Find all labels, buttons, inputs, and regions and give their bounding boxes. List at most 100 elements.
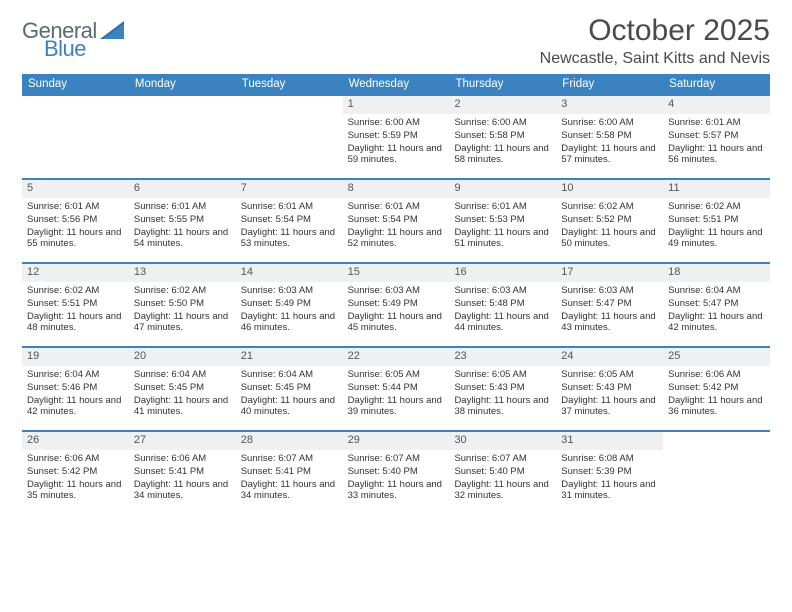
sunrise-line: Sunrise: 6:02 AM xyxy=(561,201,658,213)
daylight-line: Daylight: 11 hours and 49 minutes. xyxy=(668,227,765,251)
daylight-line: Daylight: 11 hours and 50 minutes. xyxy=(561,227,658,251)
sunset-line: Sunset: 5:45 PM xyxy=(241,382,338,394)
day-cell: 19Sunrise: 6:04 AMSunset: 5:46 PMDayligh… xyxy=(22,348,129,430)
weeks-container: 1Sunrise: 6:00 AMSunset: 5:59 PMDaylight… xyxy=(22,94,770,514)
day-cell: 21Sunrise: 6:04 AMSunset: 5:45 PMDayligh… xyxy=(236,348,343,430)
daylight-line: Daylight: 11 hours and 52 minutes. xyxy=(348,227,445,251)
sunset-line: Sunset: 5:47 PM xyxy=(668,298,765,310)
day-body: Sunrise: 6:06 AMSunset: 5:42 PMDaylight:… xyxy=(663,366,770,424)
sunrise-line: Sunrise: 6:07 AM xyxy=(454,453,551,465)
day-body: Sunrise: 6:02 AMSunset: 5:51 PMDaylight:… xyxy=(22,282,129,340)
day-cell: 1Sunrise: 6:00 AMSunset: 5:59 PMDaylight… xyxy=(343,96,450,178)
daylight-line: Daylight: 11 hours and 57 minutes. xyxy=(561,143,658,167)
day-cell: 18Sunrise: 6:04 AMSunset: 5:47 PMDayligh… xyxy=(663,264,770,346)
daylight-line: Daylight: 11 hours and 45 minutes. xyxy=(348,311,445,335)
day-number: 21 xyxy=(236,348,343,366)
day-cell: 10Sunrise: 6:02 AMSunset: 5:52 PMDayligh… xyxy=(556,180,663,262)
dow-cell: Sunday xyxy=(22,74,129,94)
day-cell: 11Sunrise: 6:02 AMSunset: 5:51 PMDayligh… xyxy=(663,180,770,262)
daylight-line: Daylight: 11 hours and 36 minutes. xyxy=(668,395,765,419)
title-block: October 2025 Newcastle, Saint Kitts and … xyxy=(540,14,770,68)
day-cell: 15Sunrise: 6:03 AMSunset: 5:49 PMDayligh… xyxy=(343,264,450,346)
day-body: Sunrise: 6:01 AMSunset: 5:54 PMDaylight:… xyxy=(343,198,450,256)
day-cell: 30Sunrise: 6:07 AMSunset: 5:40 PMDayligh… xyxy=(449,432,556,514)
day-number: 15 xyxy=(343,264,450,282)
day-number: 6 xyxy=(129,180,236,198)
day-body: Sunrise: 6:05 AMSunset: 5:43 PMDaylight:… xyxy=(556,366,663,424)
sunrise-line: Sunrise: 6:02 AM xyxy=(27,285,124,297)
day-cell xyxy=(663,432,770,514)
daylight-line: Daylight: 11 hours and 33 minutes. xyxy=(348,479,445,503)
day-cell: 22Sunrise: 6:05 AMSunset: 5:44 PMDayligh… xyxy=(343,348,450,430)
calendar: SundayMondayTuesdayWednesdayThursdayFrid… xyxy=(22,74,770,514)
sunset-line: Sunset: 5:39 PM xyxy=(561,466,658,478)
sunset-line: Sunset: 5:54 PM xyxy=(348,214,445,226)
sunset-line: Sunset: 5:41 PM xyxy=(134,466,231,478)
day-cell: 12Sunrise: 6:02 AMSunset: 5:51 PMDayligh… xyxy=(22,264,129,346)
daylight-line: Daylight: 11 hours and 35 minutes. xyxy=(27,479,124,503)
day-cell: 3 Sunrise: 6:00 AMSunset: 5:58 PMDaylight… xyxy=(556,96,663,178)
sunset-line: Sunset: 5:46 PM xyxy=(27,382,124,394)
sunrise-line: Sunrise: 6:01 AM xyxy=(241,201,338,213)
day-number: 11 xyxy=(663,180,770,198)
daylight-line: Daylight: 11 hours and 42 minutes. xyxy=(27,395,124,419)
day-number: 8 xyxy=(343,180,450,198)
daylight-line: Daylight: 11 hours and 53 minutes. xyxy=(241,227,338,251)
day-cell: 24Sunrise: 6:05 AMSunset: 5:43 PMDayligh… xyxy=(556,348,663,430)
day-cell: 7Sunrise: 6:01 AMSunset: 5:54 PMDaylight… xyxy=(236,180,343,262)
sunrise-line: Sunrise: 6:03 AM xyxy=(561,285,658,297)
sunset-line: Sunset: 5:42 PM xyxy=(668,382,765,394)
sunrise-line: Sunrise: 6:01 AM xyxy=(348,201,445,213)
sunset-line: Sunset: 5:51 PM xyxy=(27,298,124,310)
day-cell: 13Sunrise: 6:02 AMSunset: 5:50 PMDayligh… xyxy=(129,264,236,346)
daylight-line: Daylight: 11 hours and 59 minutes. xyxy=(348,143,445,167)
empty-day xyxy=(22,96,129,112)
sunset-line: Sunset: 5:44 PM xyxy=(348,382,445,394)
day-body: Sunrise: 6:02 AMSunset: 5:51 PMDaylight:… xyxy=(663,198,770,256)
day-number: 29 xyxy=(343,432,450,450)
sunset-line: Sunset: 5:40 PM xyxy=(348,466,445,478)
sunset-line: Sunset: 5:56 PM xyxy=(27,214,124,226)
sunrise-line: Sunrise: 6:06 AM xyxy=(134,453,231,465)
day-number: 14 xyxy=(236,264,343,282)
day-body: Sunrise: 6:07 AMSunset: 5:40 PMDaylight:… xyxy=(449,450,556,508)
daylight-line: Daylight: 11 hours and 51 minutes. xyxy=(454,227,551,251)
week-row: 26Sunrise: 6:06 AMSunset: 5:42 PMDayligh… xyxy=(22,430,770,514)
day-number: 3 xyxy=(556,96,663,114)
header: General Blue October 2025 Newcastle, Sai… xyxy=(22,14,770,68)
day-number: 28 xyxy=(236,432,343,450)
day-of-week-row: SundayMondayTuesdayWednesdayThursdayFrid… xyxy=(22,74,770,94)
day-cell: 17Sunrise: 6:03 AMSunset: 5:47 PMDayligh… xyxy=(556,264,663,346)
daylight-line: Daylight: 11 hours and 42 minutes. xyxy=(668,311,765,335)
day-number: 26 xyxy=(22,432,129,450)
sunrise-line: Sunrise: 6:01 AM xyxy=(454,201,551,213)
sunrise-line: Sunrise: 6:00 AM xyxy=(561,117,658,129)
sunrise-line: Sunrise: 6:02 AM xyxy=(668,201,765,213)
week-row: 19Sunrise: 6:04 AMSunset: 5:46 PMDayligh… xyxy=(22,346,770,430)
day-cell: 16Sunrise: 6:03 AMSunset: 5:48 PMDayligh… xyxy=(449,264,556,346)
sunrise-line: Sunrise: 6:00 AM xyxy=(348,117,445,129)
dow-cell: Wednesday xyxy=(343,74,450,94)
day-body: Sunrise: 6:02 AMSunset: 5:50 PMDaylight:… xyxy=(129,282,236,340)
day-body: Sunrise: 6:03 AMSunset: 5:49 PMDaylight:… xyxy=(236,282,343,340)
sunset-line: Sunset: 5:43 PM xyxy=(561,382,658,394)
sunset-line: Sunset: 5:58 PM xyxy=(561,130,658,142)
day-cell: 5Sunrise: 6:01 AMSunset: 5:56 PMDaylight… xyxy=(22,180,129,262)
daylight-line: Daylight: 11 hours and 54 minutes. xyxy=(134,227,231,251)
sunrise-line: Sunrise: 6:04 AM xyxy=(134,369,231,381)
sunrise-line: Sunrise: 6:03 AM xyxy=(454,285,551,297)
logo-triangle-icon xyxy=(100,21,126,46)
week-row: 12Sunrise: 6:02 AMSunset: 5:51 PMDayligh… xyxy=(22,262,770,346)
week-row: 5Sunrise: 6:01 AMSunset: 5:56 PMDaylight… xyxy=(22,178,770,262)
sunset-line: Sunset: 5:59 PM xyxy=(348,130,445,142)
day-number: 7 xyxy=(236,180,343,198)
daylight-line: Daylight: 11 hours and 34 minutes. xyxy=(241,479,338,503)
sunrise-line: Sunrise: 6:05 AM xyxy=(348,369,445,381)
day-body: Sunrise: 6:06 AMSunset: 5:41 PMDaylight:… xyxy=(129,450,236,508)
day-cell: 28Sunrise: 6:07 AMSunset: 5:41 PMDayligh… xyxy=(236,432,343,514)
daylight-line: Daylight: 11 hours and 46 minutes. xyxy=(241,311,338,335)
logo: General Blue xyxy=(22,14,126,46)
daylight-line: Daylight: 11 hours and 31 minutes. xyxy=(561,479,658,503)
day-number: 20 xyxy=(129,348,236,366)
day-cell: 23Sunrise: 6:05 AMSunset: 5:43 PMDayligh… xyxy=(449,348,556,430)
